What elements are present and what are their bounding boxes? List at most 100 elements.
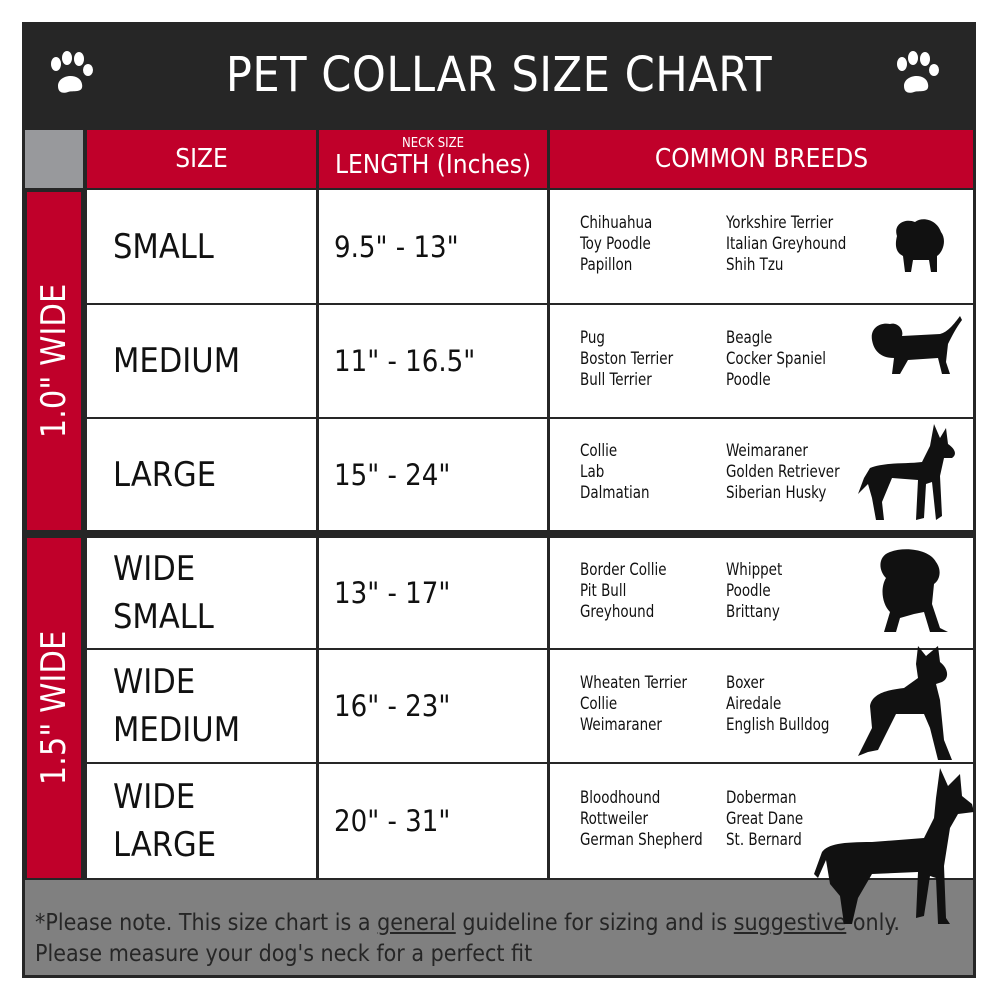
breed-name: Rottweiler [580, 808, 649, 829]
group-label-text: 1.0" WIDE [34, 283, 74, 439]
breed-name: Poodle [726, 369, 771, 390]
breed-name: Bull Terrier [580, 369, 652, 390]
breed-list: Doberman Great Dane St. Bernard [726, 788, 803, 851]
breed-list: Weimaraner Golden Retriever Siberian Husky [726, 441, 840, 504]
breed-name: St. Bernard [726, 829, 802, 850]
length-cell: 16" - 23" [319, 650, 547, 762]
breed-name: Weimaraner [726, 441, 808, 461]
size-label-word: SMALL [113, 226, 214, 267]
header-breeds-label: COMMON BREEDS [654, 144, 869, 174]
bulldog-silhouette-icon [870, 548, 950, 638]
size-label: WIDE LARGE [113, 773, 216, 869]
length-value: 13" - 17" [334, 576, 451, 610]
breed-list: Border Collie Pit Bull Greyhound [580, 560, 667, 623]
note-text: only. [852, 910, 900, 936]
size-label-word: SMALL [113, 597, 214, 637]
note-text: *Please note. This size chart is a [35, 910, 371, 936]
breed-name: Brittany [726, 601, 780, 622]
title-bar: PET COLLAR SIZE CHART [22, 22, 976, 128]
doberman-silhouette-icon [812, 768, 976, 932]
breed-name: Dalmatian [580, 483, 650, 503]
size-label-word: LARGE [113, 825, 217, 865]
header-length-label: LENGTH (Inches) [334, 150, 532, 180]
length-cell: 11" - 16.5" [319, 305, 547, 417]
length-value: 20" - 31" [334, 804, 451, 838]
breed-name: Papillon [580, 255, 633, 275]
size-cell: MEDIUM [87, 305, 316, 417]
group-label-2: 1.5" WIDE [27, 538, 81, 878]
breed-name: Doberman [726, 787, 797, 808]
size-label-word: LARGE [113, 454, 217, 495]
breed-list: Bloodhound Rottweiler German Shepherd [580, 788, 703, 851]
length-value: 16" - 23" [334, 689, 451, 723]
breed-list: Whippet Poodle Brittany [726, 560, 782, 623]
size-cell: WIDE LARGE [87, 764, 316, 878]
breed-list: Wheaten Terrier Collie Weimaraner [580, 673, 687, 736]
breed-name: Greyhound [580, 601, 655, 622]
breed-name: Siberian Husky [726, 483, 827, 503]
breed-name: Chihuahua [580, 213, 653, 233]
size-label-word: MEDIUM [113, 710, 241, 750]
size-label-word: WIDE [113, 777, 196, 817]
breed-list: Chihuahua Toy Poodle Papillon [580, 213, 652, 276]
length-value: 11" - 16.5" [334, 344, 476, 378]
breed-name: Airedale [726, 693, 782, 714]
length-cell: 15" - 24" [319, 419, 547, 530]
header-breeds: COMMON BREEDS [550, 130, 973, 188]
breed-name: Great Dane [726, 808, 804, 829]
paw-print-icon [51, 51, 93, 93]
breed-name: Boxer [726, 672, 765, 693]
large-dog-silhouette-icon [856, 424, 960, 528]
breed-name: Border Collie [580, 559, 667, 580]
breed-name: Collie [580, 693, 618, 714]
size-cell: LARGE [87, 419, 316, 530]
note-text-2: Please measure your dog's neck for a per… [35, 941, 533, 967]
breed-name: English Bulldog [726, 714, 830, 735]
corner-cell [25, 130, 83, 188]
header-size-label: SIZE [175, 144, 228, 174]
breed-name: Boston Terrier [580, 348, 674, 369]
breed-name: Italian Greyhound [726, 234, 847, 254]
group-label-text: 1.5" WIDE [34, 630, 74, 786]
footer-note: *Please note. This size chart is a gener… [25, 880, 973, 975]
length-cell: 20" - 31" [319, 764, 547, 878]
breed-name: Yorkshire Terrier [726, 213, 834, 233]
breed-name: Bloodhound [580, 787, 661, 808]
breed-list: Boxer Airedale English Bulldog [726, 673, 829, 736]
breed-name: Weimaraner [580, 714, 662, 735]
size-label-word: WIDE [113, 662, 196, 702]
breed-name: Beagle [726, 327, 773, 348]
small-dog-silhouette-icon [891, 216, 947, 278]
header-length-sub: NECK SIZE [402, 136, 464, 151]
breed-list: Collie Lab Dalmatian [580, 441, 650, 504]
breed-name: Wheaten Terrier [580, 672, 688, 693]
breed-list: Yorkshire Terrier Italian Greyhound Shih T… [726, 213, 846, 276]
breeds-cell: Pug Boston Terrier Bull Terrier Beagle Cocke… [550, 305, 973, 417]
note-underline: general [377, 910, 456, 936]
size-label-word: MEDIUM [113, 341, 241, 381]
breed-list: Pug Boston Terrier Bull Terrier [580, 328, 673, 391]
breed-name: German Shepherd [580, 829, 703, 850]
header-length: NECK SIZE LENGTH (Inches) [319, 130, 547, 188]
length-value: 15" - 24" [334, 457, 451, 492]
breed-name: Pit Bull [580, 580, 627, 601]
size-label-word: WIDE [113, 549, 196, 589]
breed-list: Beagle Cocker Spaniel Poodle [726, 328, 826, 391]
breed-name: Pug [580, 327, 605, 348]
breed-name: Collie [580, 441, 618, 461]
length-value: 9.5" - 13" [334, 229, 459, 264]
size-label: WIDE SMALL [113, 545, 214, 641]
size-label: LARGE [113, 451, 216, 499]
size-cell: SMALL [87, 190, 316, 303]
paw-print-icon [897, 51, 939, 93]
size-cell: WIDE MEDIUM [87, 650, 316, 762]
breed-name: Shih Tzu [726, 255, 784, 275]
medium-dog-silhouette-icon [870, 314, 962, 384]
size-label: WIDE MEDIUM [113, 658, 240, 754]
breed-name: Lab [580, 462, 605, 482]
size-cell: WIDE SMALL [87, 538, 316, 648]
pitbull-silhouette-icon [856, 644, 956, 768]
page-title: PET COLLAR SIZE CHART [225, 47, 773, 103]
size-label: MEDIUM [113, 337, 240, 385]
breed-name: Toy Poodle [580, 234, 651, 254]
